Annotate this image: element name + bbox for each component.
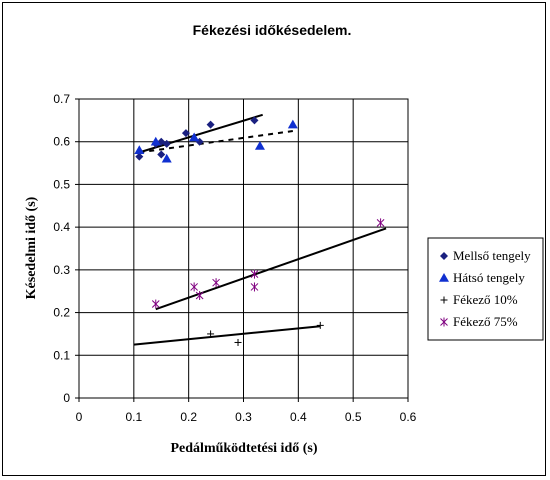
point-mells-tengely (157, 150, 166, 159)
point-f-kez-75- (190, 282, 199, 292)
legend-entry: Hátsó tengely (453, 270, 525, 285)
legend-marker (440, 317, 448, 327)
y-axis-label: Késedelmi idő (s) (24, 196, 39, 299)
x-tick-label: 0.3 (235, 410, 252, 424)
trend-line (133, 325, 321, 346)
legend-entry: Mellső tengely (453, 248, 531, 263)
point-mells-tengely (181, 129, 190, 138)
y-tick-label: 0.4 (53, 220, 70, 234)
point-h-ts-tengely (161, 153, 172, 163)
legend: Mellső tengely Hátsó tengely Fékező 10% Fék… (427, 237, 544, 341)
x-tick-label: 0.2 (180, 410, 197, 424)
y-tick-label: 0.5 (53, 177, 70, 191)
legend-entry: Fékező 75% (453, 314, 518, 329)
point-f-kez-10- (207, 330, 215, 338)
trend-lines (133, 113, 387, 346)
x-tick-label: 0.1 (125, 410, 142, 424)
legend-marker (439, 273, 449, 282)
chart-title: Fékezési időkésedelem. (193, 22, 352, 38)
data-points (134, 116, 385, 346)
trend-line (155, 227, 387, 311)
x-tick-label: 0 (76, 410, 83, 424)
y-tick-label: 0.2 (53, 306, 70, 320)
tick-labels: 0 0.1 0.2 0.3 0.4 0.5 0.6 0 0.1 0.2 0.3 0.4 0.5 0.6 0.… (53, 92, 416, 424)
point-mells-tengely (135, 152, 144, 161)
point-f-kez-75- (250, 269, 259, 279)
y-tick-label: 0.3 (53, 263, 70, 277)
x-tick-label: 0.5 (345, 410, 362, 424)
point-h-ts-tengely (287, 119, 298, 129)
point-h-ts-tengely (189, 132, 200, 142)
legend-entry: Fékező 10% (453, 292, 518, 307)
point-h-ts-tengely (134, 145, 145, 155)
grid-lines (75, 98, 409, 402)
trend-line (139, 113, 263, 154)
x-tick-label: 0.4 (290, 410, 307, 424)
point-mells-tengely (250, 116, 259, 125)
point-h-ts-tengely (150, 136, 161, 146)
point-f-kez-75- (376, 218, 385, 228)
point-mells-tengely (162, 139, 171, 148)
y-tick-label: 0 (63, 391, 70, 405)
point-f-kez-75- (250, 282, 259, 292)
point-f-kez-10- (234, 338, 242, 346)
y-tick-label: 0.6 (53, 135, 70, 149)
y-tick-label: 0.1 (53, 348, 70, 362)
legend-marker (440, 296, 448, 304)
y-tick-label: 0.7 (53, 92, 70, 106)
legend-marker (440, 252, 448, 260)
point-f-kez-75- (151, 299, 160, 309)
point-f-kez-75- (195, 290, 204, 300)
x-tick-label: 0.6 (400, 410, 417, 424)
point-f-kez-75- (212, 278, 220, 288)
legend-box (427, 237, 544, 341)
point-mells-tengely (206, 120, 215, 129)
point-f-kez-10- (316, 321, 324, 329)
point-h-ts-tengely (254, 140, 265, 150)
x-axis-label: Pedálműködtetési idő (s) (171, 441, 318, 456)
